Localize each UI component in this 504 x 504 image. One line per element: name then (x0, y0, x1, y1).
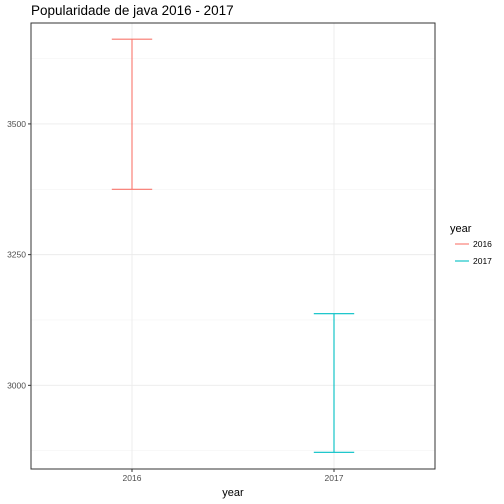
chart-title: Popularidade de java 2016 - 2017 (31, 3, 234, 18)
y-tick-label: 3250 (7, 250, 26, 260)
legend-items: 2016 2017 (455, 239, 492, 266)
errorbar-2016 (112, 39, 152, 189)
errorbar-2017 (314, 314, 354, 453)
x-axis: 2016 2017 (123, 469, 344, 483)
x-tick-label: 2016 (123, 473, 142, 483)
x-tick-label: 2017 (325, 473, 344, 483)
legend-label: 2017 (473, 256, 492, 266)
y-tick-label: 3000 (7, 380, 26, 390)
legend-item-2016: 2016 (455, 239, 492, 249)
y-axis: 3000 3250 3500 (7, 119, 31, 390)
panel-border (31, 23, 435, 469)
legend: year 2016 2017 (450, 223, 492, 266)
x-axis-title: year (222, 487, 244, 499)
y-tick-label: 3500 (7, 119, 26, 129)
errorbars (112, 39, 354, 452)
legend-label: 2016 (473, 239, 492, 249)
legend-title: year (450, 223, 472, 235)
legend-item-2017: 2017 (455, 256, 492, 266)
major-gridlines (31, 23, 435, 469)
